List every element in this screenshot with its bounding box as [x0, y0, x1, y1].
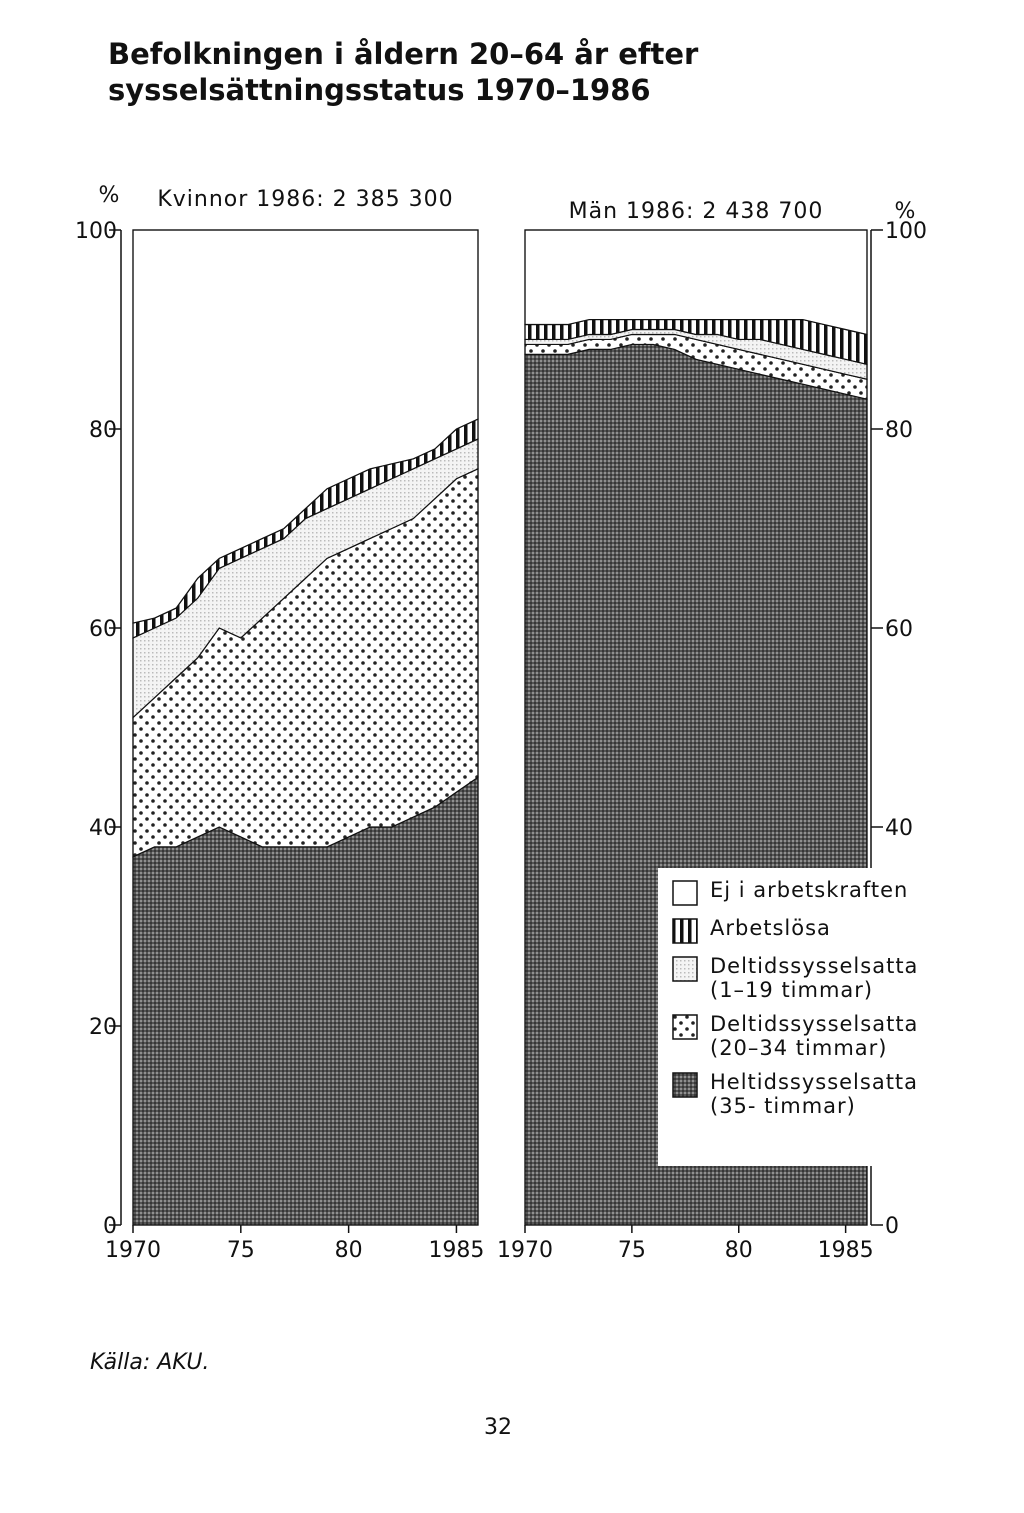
legend-item: Deltidssysselsatta (20–34 timmar) [672, 1012, 938, 1060]
y-tick-label: 0 [885, 1214, 899, 1239]
page-title: Befolkningen i åldern 20–64 år efter sys… [108, 37, 699, 107]
legend-item: Ej i arbetskraften [672, 878, 938, 906]
legend-label: Arbetslösa [710, 916, 831, 940]
plot-frame [132, 229, 479, 1226]
x-tick-label: 1985 [428, 1238, 484, 1263]
y-tick-label: 60 [885, 617, 913, 642]
y-tick-label: 100 [75, 219, 117, 244]
x-tick-label: 75 [227, 1238, 255, 1263]
y-tick-label: 0 [103, 1214, 117, 1239]
legend-label: Deltidssysselsatta (20–34 timmar) [710, 1012, 919, 1060]
chart-subtitle: Män 1986: 2 438 700 [569, 199, 824, 224]
legend: Ej i arbetskraften Arbetslösa Deltidssysse… [658, 868, 938, 1166]
legend-swatch [672, 1072, 698, 1098]
legend-label: Deltidssysselsatta (1–19 timmar) [710, 954, 919, 1002]
y-tick-label: 40 [885, 816, 913, 841]
legend-item: Arbetslösa [672, 916, 938, 944]
legend-swatch [672, 956, 698, 982]
y-tick-label: 60 [89, 617, 117, 642]
source-note: Källa: AKU. [90, 1350, 210, 1375]
x-tick-label: 80 [335, 1238, 363, 1263]
y-tick-label: 80 [885, 418, 913, 443]
x-tick-label: 1985 [818, 1238, 874, 1263]
y-tick-label: 40 [89, 816, 117, 841]
area [524, 229, 868, 336]
legend-item: Deltidssysselsatta (1–19 timmar) [672, 954, 938, 1002]
x-tick-label: 80 [725, 1238, 753, 1263]
y-tick-label: 100 [885, 219, 927, 244]
x-tick-label: 75 [618, 1238, 646, 1263]
chart-subtitle: Kvinnor 1986: 2 385 300 [157, 187, 453, 212]
y-axis-label: % [99, 183, 120, 208]
page-number: 32 [484, 1415, 512, 1440]
y-tick-label: 80 [89, 418, 117, 443]
legend-swatch [672, 1014, 698, 1040]
y-axis-label: % [895, 199, 916, 224]
legend-swatch [672, 918, 698, 944]
plot-frame [524, 229, 868, 1226]
x-tick-label: 1970 [497, 1238, 553, 1263]
legend-label: Ej i arbetskraften [710, 878, 909, 902]
y-tick-label: 20 [89, 1015, 117, 1040]
x-tick-label: 1970 [105, 1238, 161, 1263]
legend-label: Heltidssysselsatta (35- timmar) [710, 1070, 919, 1118]
legend-item: Heltidssysselsatta (35- timmar) [672, 1070, 938, 1118]
legend-swatch [672, 880, 698, 906]
